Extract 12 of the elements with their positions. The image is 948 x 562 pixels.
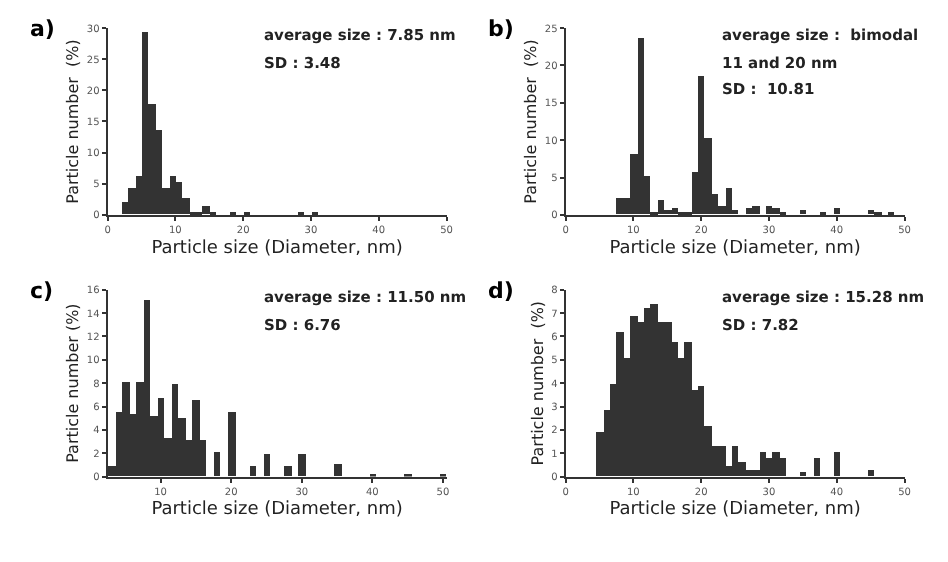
text: d) — [488, 278, 514, 304]
x-axis-title: Particle size (Diameter, nm) — [609, 238, 861, 259]
x-axis-title: Particle size (Diameter, nm) — [151, 238, 403, 259]
x-axis-title: Particle size (Diameter, nm) — [151, 500, 403, 521]
x-axis-title: Particle size (Diameter, nm) — [609, 500, 861, 521]
y-axis-title: Particle number (%) — [64, 39, 83, 204]
y-axis-title: Particle number (%) — [522, 39, 541, 204]
y-axis-title: Particle number (%) — [64, 303, 83, 463]
text: c) — [30, 278, 54, 304]
y-axis-title: Particle number (%) — [528, 300, 547, 466]
text: a) — [30, 16, 55, 42]
text: b) — [488, 16, 514, 42]
